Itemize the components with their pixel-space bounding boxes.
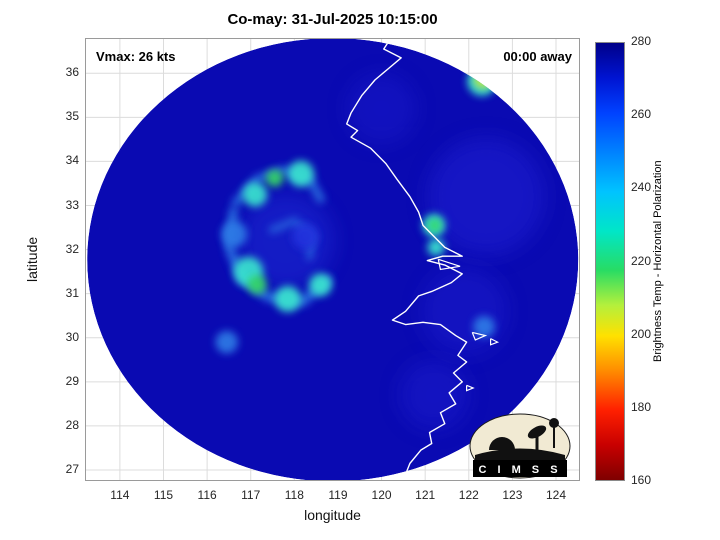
temp-soft-patch (427, 137, 546, 256)
plot-area: C I M S S (85, 38, 580, 481)
colorbar-tick-label: 220 (631, 253, 652, 268)
convective-feature (309, 273, 332, 297)
convective-feature (467, 66, 497, 97)
convective-feature (265, 169, 284, 187)
axes-frame (85, 38, 580, 481)
x-tick-label: 116 (197, 488, 217, 502)
logo-water-tower-icon (549, 418, 559, 428)
x-tick-label: 118 (284, 488, 304, 502)
x-tick-label: 121 (415, 488, 436, 502)
convective-feature (428, 218, 442, 232)
y-tick-label: 30 (65, 329, 79, 344)
logo-radio-dish-icon (527, 425, 547, 439)
island-outline (471, 331, 488, 341)
convective-feature (215, 330, 239, 354)
temp-soft-patch (420, 267, 509, 355)
temp-soft-patch (346, 73, 417, 144)
vmax-annotation: Vmax: 26 kts (96, 49, 176, 64)
swath-layer (87, 38, 579, 481)
convective-feature (427, 238, 445, 257)
y-tick-label: 32 (65, 241, 79, 256)
x-tick-label: 115 (153, 488, 174, 502)
plot-title: Co-may: 31-Jul-2025 10:15:00 (227, 11, 438, 28)
x-tick-label: 114 (110, 488, 130, 502)
x-tick-label: 122 (458, 488, 479, 502)
y-tick-label: 35 (65, 109, 79, 124)
convective-feature (247, 275, 267, 295)
time-away-annotation: 00:00 away (503, 49, 572, 64)
island-outline (466, 384, 475, 392)
dynamic-layers (85, 38, 580, 481)
colorbar-tick-label: 200 (631, 326, 652, 341)
y-tick-label: 34 (65, 153, 79, 168)
colorbar-tick-label: 280 (631, 34, 652, 48)
y-axis-label: latitude (24, 236, 40, 283)
y-tick-label: 27 (65, 461, 79, 476)
logo-observatory-dome-icon (489, 437, 515, 450)
x-axis-label: longitude (304, 507, 361, 523)
colorbar-tick-label: 240 (631, 180, 652, 195)
colorbar-tick-label: 260 (631, 107, 652, 122)
island-outline (437, 258, 461, 271)
y-tick-label: 36 (65, 65, 79, 80)
convective-feature (221, 221, 248, 248)
convective-feature (287, 160, 314, 187)
logo-banner (473, 460, 567, 477)
island-outline (489, 338, 500, 346)
cimss-logo: C I M S S (469, 413, 571, 479)
convective-feature (274, 285, 301, 313)
y-tick-label: 29 (65, 373, 79, 388)
y-tick-label: 33 (65, 197, 79, 212)
logo-text: C I M S S (478, 464, 561, 476)
x-tick-label: 120 (371, 488, 392, 502)
satellite-swath-plot: C I M S S (85, 38, 580, 481)
convective-feature (242, 182, 268, 207)
x-tick-label: 119 (328, 488, 348, 502)
x-tick-label: 123 (502, 488, 523, 502)
convective-feature (292, 223, 319, 250)
colorbar (595, 42, 625, 481)
coastline (345, 38, 468, 481)
x-tick-label: 124 (545, 488, 567, 502)
y-tick-label: 28 (65, 417, 79, 432)
convective-feature (473, 315, 495, 338)
x-tick-label: 117 (241, 488, 261, 502)
temp-soft-patch (399, 360, 469, 430)
colorbar-tick-label: 160 (631, 473, 652, 487)
colorbar-tick-label: 180 (631, 399, 652, 414)
convective-feature (474, 71, 492, 89)
y-tick-label: 31 (65, 285, 79, 300)
